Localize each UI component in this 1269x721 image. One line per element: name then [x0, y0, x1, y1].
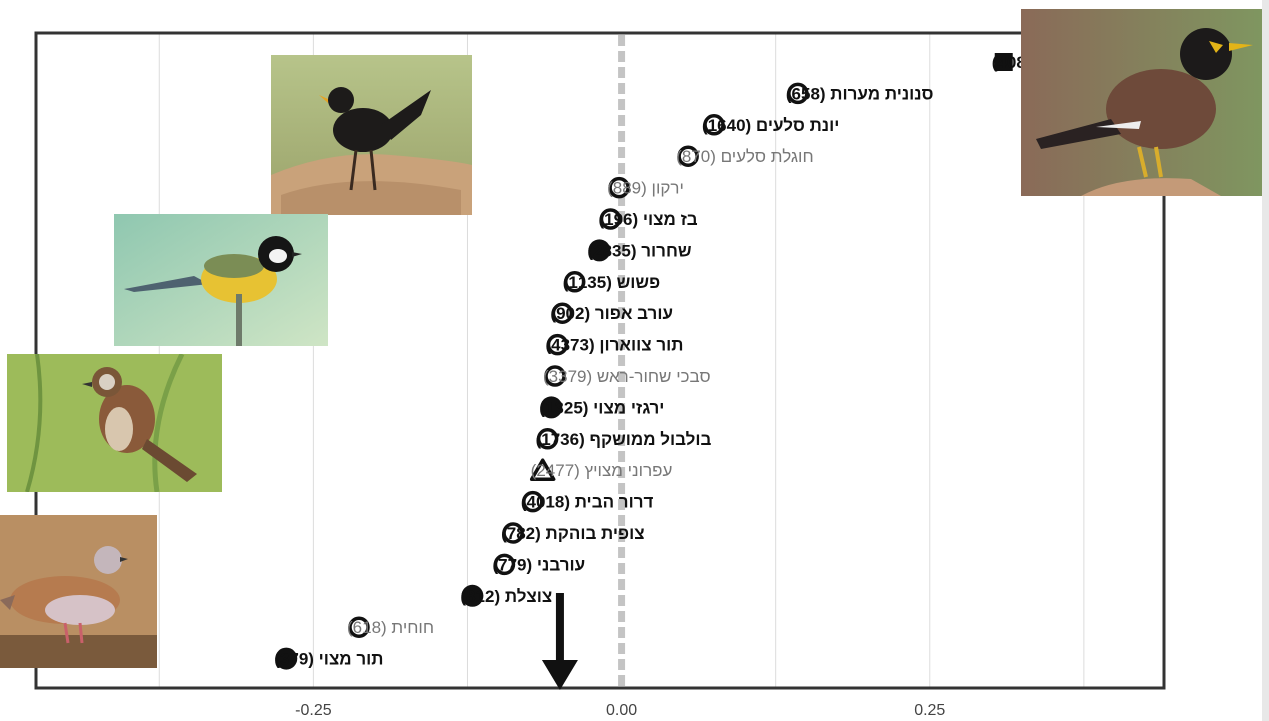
point-label: ירגזי מצוי (1325) — [539, 398, 664, 417]
point-marker-open — [502, 522, 524, 544]
point-label: תור מצוי (379) — [274, 650, 383, 669]
point-marker-open — [493, 553, 516, 576]
reference-arrow — [541, 593, 578, 690]
point-label: ירקון (889) — [607, 179, 684, 198]
point-marker-open — [536, 428, 559, 450]
point-marker-filled — [275, 647, 298, 670]
point-marker-open — [544, 365, 566, 387]
scrollbar[interactable] — [1262, 0, 1269, 721]
blackbird-photo — [271, 55, 472, 215]
data-points: מיינה מצויה (408)סנונית מערות (658)יונת … — [274, 53, 1126, 670]
data-point: סבכי שחור-ראש (3379) — [543, 365, 711, 387]
point-label: שחרור (2835) — [587, 241, 692, 260]
point-marker-open — [551, 302, 574, 324]
data-point: שחרור (2835) — [587, 239, 692, 262]
data-point: תור מצוי (379) — [274, 647, 384, 670]
point-marker-open — [677, 145, 699, 167]
point-marker-open — [787, 82, 809, 105]
point-label: עורבני (779) — [492, 555, 585, 574]
data-point: סנונית מערות (658) — [786, 82, 934, 105]
point-label: סנונית מערות (658) — [786, 84, 934, 103]
data-point: תור צווארון (4373) — [545, 333, 683, 356]
point-label: יונת סלעים (1640) — [702, 116, 839, 135]
point-label: בולבול ממושקף (1736) — [536, 430, 712, 449]
point-marker-open — [608, 176, 630, 199]
point-label: סבכי שחור-ראש (3379) — [543, 367, 711, 386]
data-point: בולבול ממושקף (1736) — [536, 428, 712, 450]
point-marker-open — [546, 333, 569, 356]
data-point: עורב אפור (902) — [550, 302, 673, 324]
point-label: חוחית (618) — [347, 618, 434, 637]
x-tick-label: 0.00 — [606, 702, 637, 719]
point-marker-open — [599, 208, 622, 230]
data-point: פשוש (1135) — [563, 271, 660, 293]
point-label: פשוש (1135) — [563, 273, 660, 292]
point-label: עורב אפור (902) — [550, 304, 673, 323]
point-marker-filled — [588, 239, 611, 262]
point-marker-square — [994, 53, 1013, 71]
point-label: צופית בוהקת (782) — [501, 524, 645, 543]
x-tick-label: -0.25 — [295, 702, 332, 719]
arrow-head — [541, 660, 578, 690]
point-marker-triangle — [529, 458, 556, 481]
point-label: דרור הבית (4018) — [521, 493, 654, 512]
data-point: עורבני (779) — [492, 553, 585, 576]
point-marker-open — [348, 616, 370, 638]
point-marker-filled — [540, 396, 563, 419]
common-myna-photo — [1021, 9, 1262, 196]
data-point: חוחית (618) — [347, 616, 434, 638]
data-point: דרור הבית (4018) — [521, 490, 654, 513]
point-label: צוצלת (812) — [460, 587, 552, 606]
point-marker-open — [522, 490, 544, 513]
data-point: בז מצוי (196) — [598, 208, 698, 230]
great-tit-photo — [114, 214, 328, 346]
data-point: יונת סלעים (1640) — [702, 114, 839, 136]
point-marker-filled — [461, 584, 484, 607]
point-label: חוגלת סלעים (870) — [676, 147, 814, 166]
point-label: בז מצוי (196) — [598, 210, 697, 229]
data-point: חוגלת סלעים (870) — [676, 145, 814, 167]
point-label: עפרוני מצויץ (2477) — [531, 461, 673, 480]
point-marker-open — [563, 271, 586, 293]
data-point: צופית בוהקת (782) — [501, 522, 645, 544]
data-point: עפרוני מצויץ (2477) — [529, 458, 673, 481]
data-point: צוצלת (812) — [460, 584, 552, 607]
x-tick-label: 0.25 — [914, 702, 945, 719]
point-label: תור צווארון (4373) — [545, 336, 683, 355]
turtle-dove-photo — [0, 515, 157, 668]
point-marker-open — [703, 114, 725, 136]
house-sparrow-photo — [7, 354, 222, 492]
data-point: ירגזי מצוי (1325) — [539, 396, 664, 419]
data-point: ירקון (889) — [607, 176, 684, 199]
x-axis-ticks: -0.25 0.00 0.25 — [295, 702, 945, 719]
